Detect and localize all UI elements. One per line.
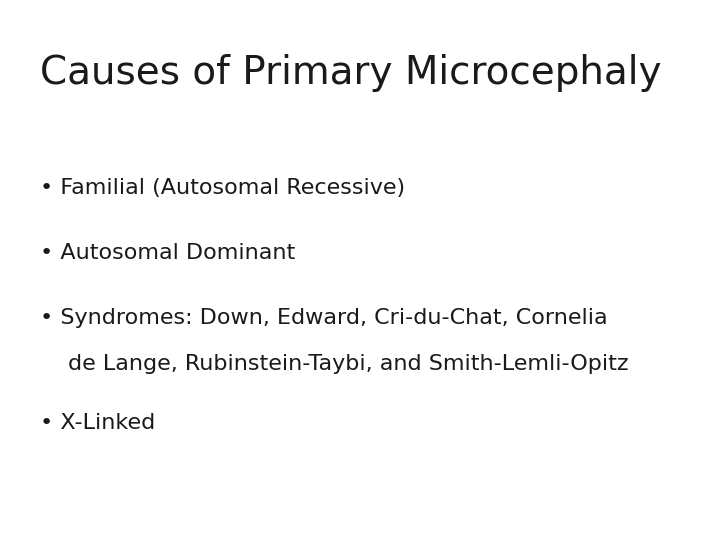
Text: • Familial (Autosomal Recessive): • Familial (Autosomal Recessive) [40,178,405,198]
Text: • Autosomal Dominant: • Autosomal Dominant [40,243,295,263]
Text: Causes of Primary Microcephaly: Causes of Primary Microcephaly [40,54,661,92]
Text: • Syndromes: Down, Edward, Cri-du-Chat, Cornelia: • Syndromes: Down, Edward, Cri-du-Chat, … [40,308,607,328]
Text: • X-Linked: • X-Linked [40,413,155,433]
Text: de Lange, Rubinstein-Taybi, and Smith-Lemli-Opitz: de Lange, Rubinstein-Taybi, and Smith-Le… [68,354,629,374]
